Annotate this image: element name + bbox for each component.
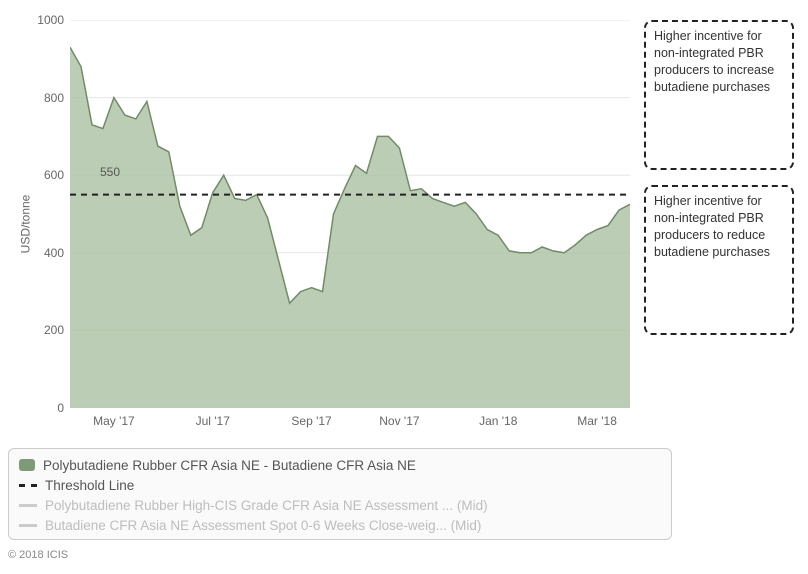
y-tick-4: 200 xyxy=(24,323,64,337)
legend-swatch-line xyxy=(19,524,37,527)
x-tick-1: Jul '17 xyxy=(196,414,230,428)
x-tick-5: Mar '18 xyxy=(577,414,617,428)
annotation-upper: Higher incentive for non-integrated PBR … xyxy=(644,20,794,170)
legend-item-3: Butadiene CFR Asia NE Assessment Spot 0-… xyxy=(19,515,661,535)
legend-label: Butadiene CFR Asia NE Assessment Spot 0-… xyxy=(45,518,481,533)
y-tick-2: 600 xyxy=(24,168,64,182)
x-tick-3: Nov '17 xyxy=(379,414,419,428)
y-tick-1: 800 xyxy=(24,91,64,105)
chart-container: USD/tonne 1000 800 600 400 200 0 May '17… xyxy=(10,10,798,438)
legend-swatch-line xyxy=(19,504,37,507)
legend-item-0: Polybutadiene Rubber CFR Asia NE - Butad… xyxy=(19,455,661,475)
x-tick-2: Sep '17 xyxy=(291,414,331,428)
annotation-lower: Higher incentive for non-integrated PBR … xyxy=(644,185,794,335)
legend-label: Polybutadiene Rubber CFR Asia NE - Butad… xyxy=(43,458,416,473)
legend-item-1: Threshold Line xyxy=(19,475,661,495)
legend: Polybutadiene Rubber CFR Asia NE - Butad… xyxy=(8,448,672,540)
legend-swatch-dashline xyxy=(19,484,37,487)
plot-area: 550 xyxy=(70,20,630,408)
x-tick-4: Jan '18 xyxy=(479,414,517,428)
y-tick-5: 0 xyxy=(24,401,64,415)
plot-svg xyxy=(70,20,630,408)
y-tick-3: 400 xyxy=(24,246,64,260)
copyright: © 2018 ICIS xyxy=(8,549,68,561)
legend-label: Threshold Line xyxy=(45,478,134,493)
y-tick-0: 1000 xyxy=(24,13,64,27)
legend-item-2: Polybutadiene Rubber High-CIS Grade CFR … xyxy=(19,495,661,515)
x-tick-0: May '17 xyxy=(93,414,135,428)
legend-swatch-area xyxy=(19,459,35,471)
legend-label: Polybutadiene Rubber High-CIS Grade CFR … xyxy=(45,498,488,513)
y-axis-label: USD/tonne xyxy=(18,195,32,254)
